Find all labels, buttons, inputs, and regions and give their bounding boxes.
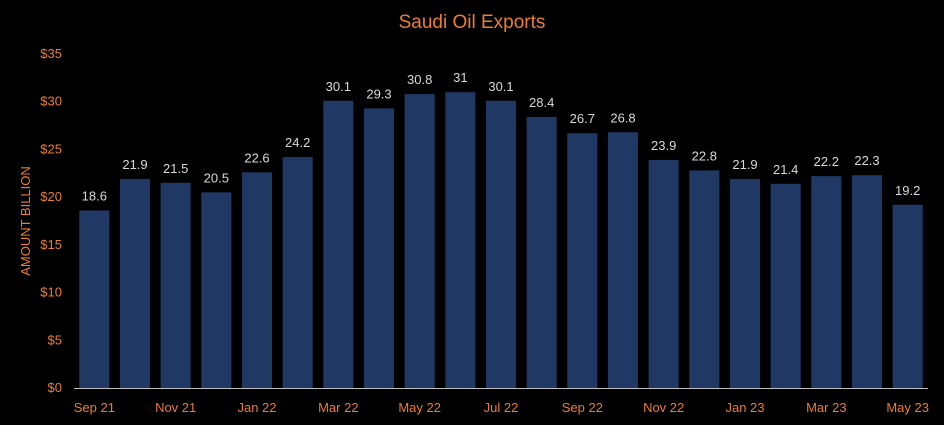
bar: [445, 92, 476, 389]
y-tick-label: $5: [48, 332, 62, 347]
data-label: 30.1: [326, 79, 351, 94]
x-tick-label: Jul 22: [484, 400, 519, 415]
data-label: 20.5: [204, 170, 229, 185]
data-label: 18.6: [82, 189, 107, 204]
y-tick-label: $20: [40, 189, 62, 204]
bar: [485, 100, 517, 388]
bar: [160, 182, 191, 388]
data-label: 26.8: [610, 110, 635, 125]
chart-title: Saudi Oil Exports: [399, 12, 546, 33]
bar: [851, 175, 883, 388]
bar: [567, 133, 598, 388]
bar: [282, 157, 313, 388]
data-label: 30.8: [407, 72, 432, 87]
bar: [526, 116, 557, 389]
x-tick-label: Nov 21: [155, 400, 196, 415]
bar: [323, 100, 354, 388]
bar: [201, 192, 232, 388]
y-tick-label: $10: [40, 285, 62, 300]
data-label: 22.6: [244, 150, 269, 165]
data-label: 28.4: [529, 95, 554, 110]
data-label: 29.3: [366, 86, 391, 101]
bar: [119, 179, 151, 388]
bar: [241, 172, 273, 388]
x-tick-label: Jan 22: [237, 400, 276, 415]
bar: [770, 183, 801, 388]
x-tick-label: Mar 23: [806, 400, 846, 415]
data-labels: 18.6 21.9 21.5 20.5 22.6 24.2 30.1 29.3 30.8 31 30…: [82, 70, 921, 203]
data-label: 31: [453, 70, 467, 85]
data-label: 23.9: [651, 138, 676, 153]
y-axis-label: AMOUNT BILLION: [18, 166, 33, 276]
y-tick-label: $0: [48, 380, 62, 395]
x-tick-label: May 23: [886, 400, 929, 415]
data-label: 26.7: [570, 111, 595, 126]
data-label: 19.2: [895, 183, 920, 198]
data-label: 24.2: [285, 135, 310, 150]
data-label: 22.8: [692, 148, 717, 163]
x-tick-label: Mar 22: [318, 400, 358, 415]
y-tick-label: $35: [40, 46, 62, 61]
data-label: 21.4: [773, 162, 798, 177]
x-tick-label: Jan 23: [725, 400, 764, 415]
bar: [689, 170, 720, 388]
x-tick-label: Sep 22: [562, 400, 603, 415]
y-tick-label: $15: [40, 237, 62, 252]
data-label: 21.9: [732, 157, 757, 172]
x-tick-label: Sep 21: [74, 400, 115, 415]
bar: [363, 108, 395, 388]
x-tick-label: May 22: [398, 400, 441, 415]
data-label: 21.9: [122, 157, 147, 172]
bar: [811, 176, 842, 388]
bar: [404, 94, 435, 388]
y-tick-label: $30: [40, 94, 62, 109]
x-tick-label: Nov 22: [643, 400, 684, 415]
bar: [79, 210, 110, 388]
bar: [607, 132, 639, 388]
y-axis-ticks: $0 $5 $10 $15 $20 $25 $30 $35: [40, 46, 62, 395]
bar: [648, 159, 679, 388]
bar: [729, 179, 761, 388]
bars: [79, 92, 923, 389]
y-tick-label: $25: [40, 141, 62, 156]
data-label: 30.1: [488, 79, 513, 94]
data-label: 22.2: [814, 154, 839, 169]
bar: [892, 204, 923, 388]
x-axis-ticks: Sep 21 Nov 21 Jan 22 Mar 22 May 22 Jul 22 Sep …: [74, 400, 929, 415]
data-label: 21.5: [163, 161, 188, 176]
data-label: 22.3: [854, 153, 879, 168]
